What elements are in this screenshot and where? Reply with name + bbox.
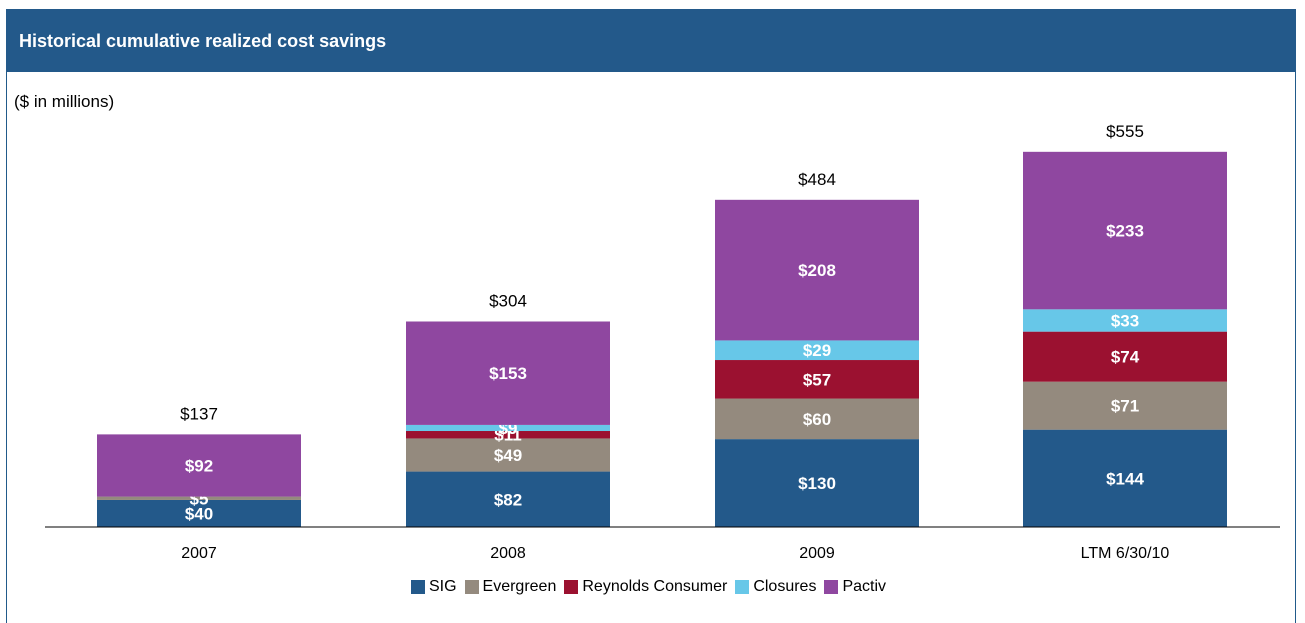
x-tick-label: 2007 [181,545,217,562]
legend-label: Reynolds Consumer [582,578,728,595]
bar-segment-sig [97,499,301,527]
segment-value-label: $40 [185,504,213,523]
legend-label: SIG [428,578,457,595]
segment-value-label: $153 [489,364,527,383]
segment-value-label: $92 [185,456,213,475]
segment-value-label: $208 [798,261,836,280]
legend-item-closures: Closures [735,578,816,596]
segment-value-label: $33 [1111,311,1139,330]
legend-swatch [824,580,839,594]
legend-item-reynolds-consumer: Reynolds Consumer [564,578,727,596]
segment-value-label: $144 [1106,469,1144,488]
legend-swatch [464,580,479,594]
bar-segment-pactiv [715,199,919,341]
segment-value-label: $60 [803,410,831,429]
x-tick-label: LTM 6/30/10 [1081,545,1170,562]
bar-total-label: $555 [1106,122,1144,141]
legend-swatch [564,580,579,594]
bar-segment-closures [715,340,919,361]
legend-item-evergreen: Evergreen [464,578,557,596]
bar-segment-evergreen [406,438,610,472]
segment-value-label: $57 [803,370,831,389]
legend-item-pactiv: Pactiv [824,578,886,596]
legend-item-sig: SIG [410,578,457,596]
legend-label: Closures [753,578,817,595]
bar-segment-reynolds-consumer [715,360,919,399]
bar-segment-reynolds-consumer [1023,331,1227,382]
bar-segment-sig [1023,429,1227,527]
legend-swatch [410,580,425,594]
chart-subtitle: ($ in millions) [14,92,115,111]
bar-segment-sig [406,471,610,527]
segment-value-label: $82 [494,490,522,509]
bar-segment-closures [1023,309,1227,332]
bar-segment-pactiv [1023,151,1227,310]
bar-total-label: $484 [798,170,836,189]
header-bar: Historical cumulative realized cost savi… [6,9,1296,72]
bar-segment-pactiv [97,434,301,497]
chart-title: Historical cumulative realized cost savi… [19,31,387,51]
segment-value-label: $71 [1111,397,1139,416]
bar-segment-closures [406,424,610,432]
segment-value-label: $74 [1111,348,1140,367]
bar-total-label: $137 [180,404,218,423]
bar-segment-reynolds-consumer [406,431,610,439]
legend-swatch [735,580,750,594]
bar-segment-evergreen [715,398,919,440]
x-tick-label: 2009 [799,545,835,562]
segment-value-label: $130 [798,474,836,493]
chart-panel [6,9,1296,623]
legend-label: Evergreen [482,578,557,595]
bar-total-label: $304 [489,291,527,310]
legend-label: Pactiv [842,578,887,595]
chart-legend: SIG Evergreen Reynolds Consumer Closures Pac… [0,578,1305,596]
segment-value-label: $49 [494,446,522,465]
bar-segment-pactiv [406,321,610,425]
x-tick-label: 2008 [490,545,526,562]
segment-value-label: $233 [1106,222,1144,241]
segment-value-label: $29 [803,341,831,360]
bar-segment-sig [715,439,919,527]
bar-segment-evergreen [1023,381,1227,430]
bar-segment-evergreen [97,496,301,500]
